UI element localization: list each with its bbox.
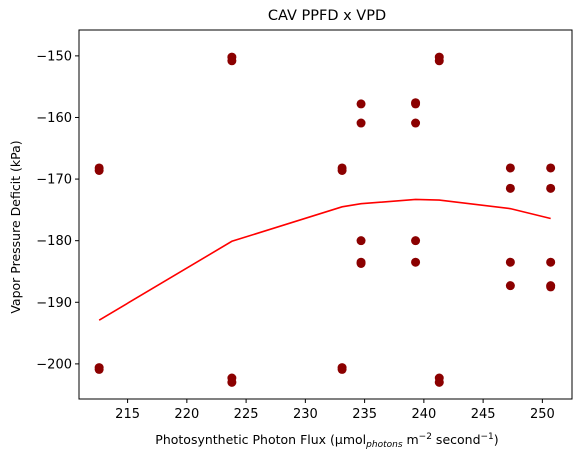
y-axis-label: Vapor Pressure Deficit (kPa) [8, 140, 23, 313]
data-point [356, 118, 366, 128]
x-tick-label: 220 [174, 407, 199, 422]
data-point [337, 364, 347, 374]
y-tick-label: −170 [36, 173, 72, 188]
x-axis-label-sup2: −1 [481, 432, 494, 442]
y-tick-label: −200 [36, 357, 72, 372]
data-point [434, 56, 444, 66]
x-axis-label-suffix: ) [494, 432, 499, 447]
data-point [411, 236, 421, 246]
x-axis-label-prefix: Photosynthetic Photon Flux (µmol [155, 432, 366, 447]
x-tick-label: 215 [115, 407, 140, 422]
data-point [546, 257, 556, 267]
y-tick-label: −190 [36, 296, 72, 311]
x-axis-label-sub: photons [365, 440, 403, 450]
data-point [546, 282, 556, 292]
x-tick-label: 250 [530, 407, 555, 422]
data-point [505, 281, 515, 291]
data-point [505, 183, 515, 193]
data-point [411, 98, 421, 108]
data-point [227, 56, 237, 66]
plot-area [78, 29, 573, 400]
y-tick-label: −150 [36, 49, 72, 64]
data-point [434, 377, 444, 387]
data-point [94, 364, 104, 374]
data-point [356, 258, 366, 268]
x-axis-label-sup1: −2 [419, 432, 432, 442]
y-axis: −150 −160 −170 −180 −190 −200 [36, 49, 79, 372]
x-axis-label-mid1: m [403, 432, 419, 447]
data-point [546, 163, 556, 173]
data-point [94, 165, 104, 175]
plot-frame [78, 29, 573, 400]
x-tick-label: 245 [471, 407, 496, 422]
x-tick-label: 235 [352, 407, 377, 422]
data-point [505, 257, 515, 267]
y-tick-label: −180 [36, 234, 72, 249]
trend-line [98, 198, 551, 321]
data-point [546, 183, 556, 193]
data-point [411, 257, 421, 267]
x-tick-label: 230 [293, 407, 318, 422]
x-axis-label-mid2: second [432, 432, 481, 447]
x-tick-label: 225 [234, 407, 259, 422]
x-axis-label: Photosynthetic Photon Flux (µmolphotons … [155, 432, 498, 450]
x-tick-label: 240 [411, 407, 436, 422]
x-axis: 215 220 225 230 235 240 245 250 [115, 399, 555, 422]
y-tick-label: −160 [36, 111, 72, 126]
data-point [356, 236, 366, 246]
data-point [505, 163, 515, 173]
data-point [337, 165, 347, 175]
data-point [411, 118, 421, 128]
data-point [356, 99, 366, 109]
chart-title: CAV PPFD x VPD [268, 8, 386, 24]
data-point [227, 377, 237, 387]
